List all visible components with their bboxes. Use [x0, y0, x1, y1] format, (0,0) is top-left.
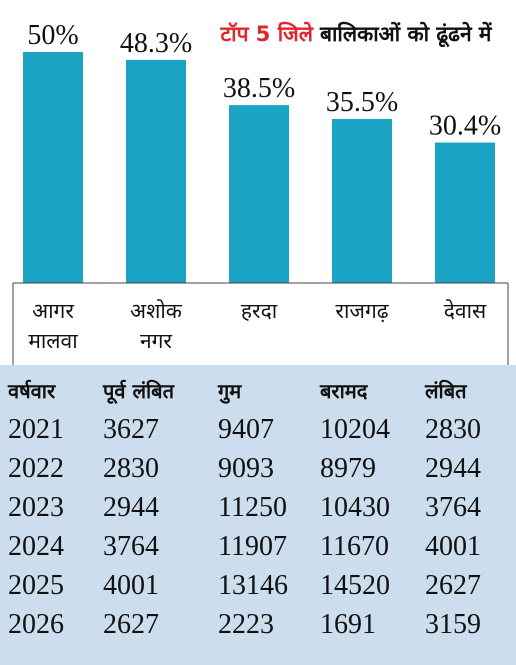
category-label-1-line-0: अशोक [130, 299, 183, 323]
bar-3 [332, 118, 392, 284]
value-label-0: 50% [27, 20, 78, 51]
cell-recovered: 10204 [320, 413, 390, 445]
category-label-0-line-0: आगर [32, 299, 74, 323]
category-label-1-line-1: नगर [140, 329, 172, 353]
cell-pending: 4001 [425, 530, 481, 562]
header-pending: लंबित [425, 379, 467, 403]
table-row: 2023 2944 11250 10430 3764 [8, 488, 515, 527]
year-wise-table: वर्षवार पूर्व लंबित गुम बरामद लंबित 2021… [8, 371, 515, 644]
value-label-1: 48.3% [120, 28, 192, 59]
category-label-3-line-0: राजगढ़ [335, 299, 389, 323]
cell-previous-pending: 2830 [103, 452, 159, 484]
cell-previous-pending: 3627 [103, 413, 159, 445]
table-row: 2026 2627 2223 1691 3159 [8, 605, 515, 644]
cell-recovered: 14520 [320, 569, 390, 601]
bar-2 [229, 105, 289, 283]
cell-recovered: 10430 [320, 491, 390, 523]
cell-pending: 2627 [425, 569, 481, 601]
cell-missing: 9093 [218, 452, 274, 484]
cell-missing: 11250 [218, 491, 287, 523]
table-row: 2025 4001 13146 14520 2627 [8, 566, 515, 605]
header-year: वर्षवार [8, 379, 56, 403]
header-missing: गुम [218, 379, 242, 403]
chart-title: बालिकाओं को ढूंढने में [319, 21, 493, 48]
header-recovered: बरामद [320, 379, 368, 403]
cell-missing: 13146 [218, 569, 288, 601]
cell-year: 2023 [8, 491, 64, 523]
chart-title-accent: टॉप 5 जिले [220, 21, 314, 46]
bar-0 [23, 52, 83, 283]
cell-year: 2026 [8, 608, 64, 640]
cell-previous-pending: 2944 [103, 491, 159, 523]
value-label-2: 38.5% [223, 73, 295, 104]
table-row: 2022 2830 9093 8979 2944 [8, 449, 515, 488]
bar-4 [435, 142, 495, 283]
cell-recovered: 1691 [320, 608, 376, 640]
bar-1 [126, 59, 186, 283]
cell-missing: 2223 [218, 608, 274, 640]
year-wise-table-panel: वर्षवार पूर्व लंबित गुम बरामद लंबित 2021… [0, 365, 516, 665]
category-label-4-line-0: देवास [444, 299, 487, 323]
cell-recovered: 11670 [320, 530, 389, 562]
bar-chart: टॉप 5 जिले बालिकाओं को ढूंढने में 50% आगर… [12, 20, 509, 365]
cell-pending: 3764 [425, 491, 481, 523]
table-header-row: वर्षवार पूर्व लंबित गुम बरामद लंबित [8, 371, 515, 410]
cell-previous-pending: 2627 [103, 608, 159, 640]
cell-previous-pending: 3764 [103, 530, 159, 562]
cell-pending: 3159 [425, 608, 481, 640]
header-previous-pending: पूर्व लंबित [103, 379, 175, 403]
cell-recovered: 8979 [320, 452, 376, 484]
table-row: 2021 3627 9407 10204 2830 [8, 410, 515, 449]
cell-pending: 2944 [425, 452, 481, 484]
cell-missing: 9407 [218, 413, 274, 445]
cell-year: 2024 [8, 530, 64, 562]
cell-pending: 2830 [425, 413, 481, 445]
value-label-4: 30.4% [429, 111, 501, 142]
table-row: 2024 3764 11907 11670 4001 [8, 527, 515, 566]
cell-missing: 11907 [218, 530, 287, 562]
cell-year: 2021 [8, 413, 64, 445]
cell-previous-pending: 4001 [103, 569, 159, 601]
value-label-3: 35.5% [326, 87, 398, 118]
category-label-2-line-0: हरदा [241, 299, 278, 323]
cell-year: 2025 [8, 569, 64, 601]
category-label-0-line-1: मालवा [28, 329, 78, 353]
cell-year: 2022 [8, 452, 64, 484]
